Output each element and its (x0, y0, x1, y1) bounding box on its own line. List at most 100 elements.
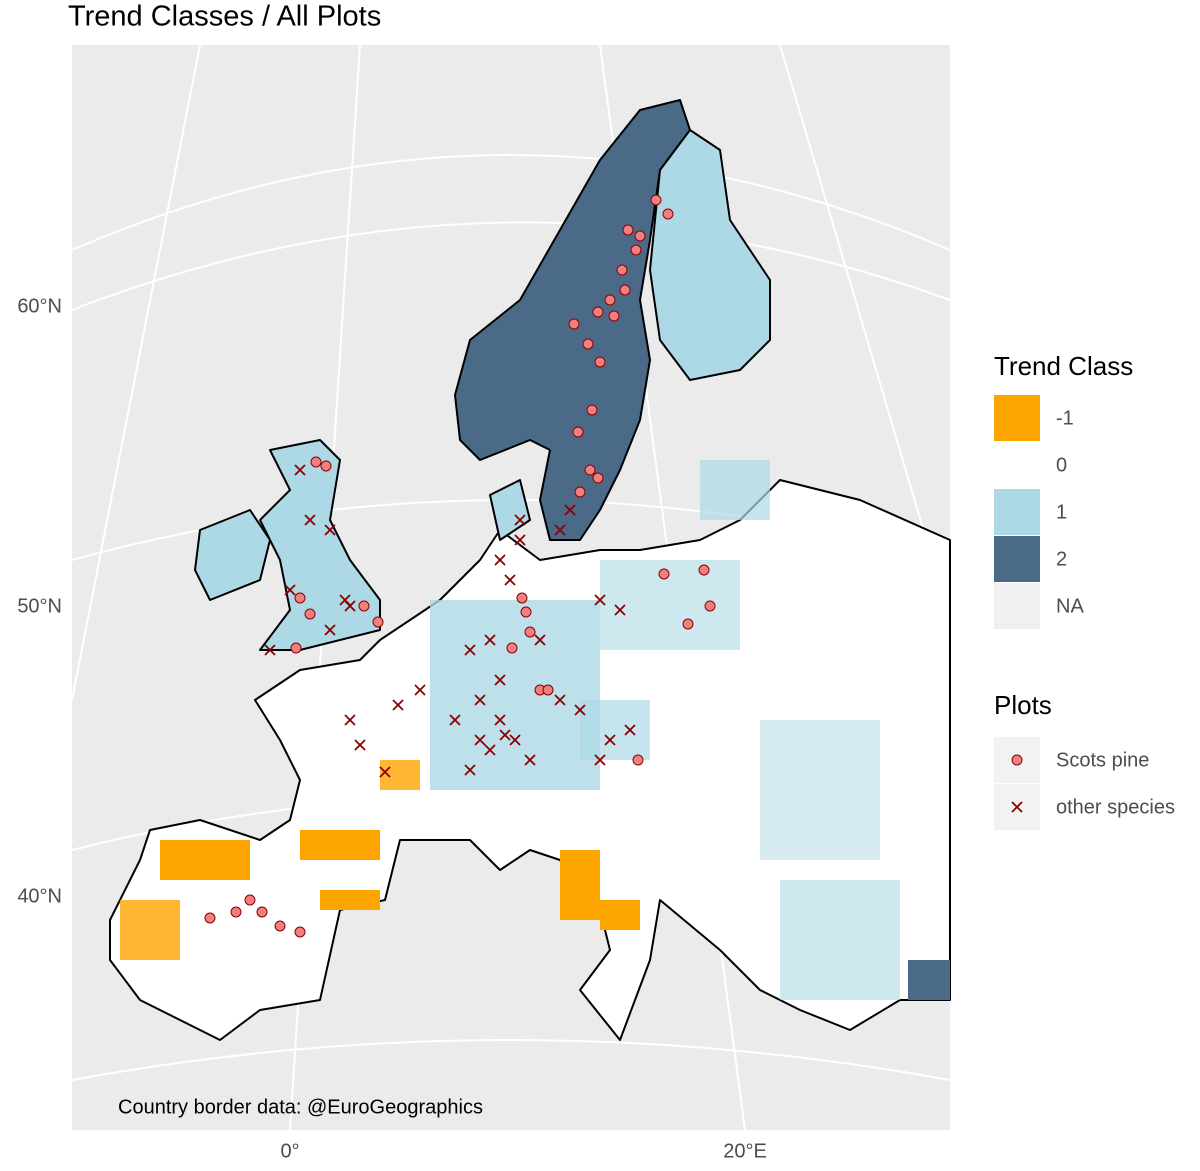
trend-patch (120, 900, 180, 960)
legend-key (994, 442, 1040, 488)
y-axis-label: 50°N (17, 595, 62, 617)
scots-pine-plot (524, 626, 536, 638)
legend-label: 0 (1056, 454, 1067, 476)
trend-patch (300, 830, 380, 860)
scots-pine-plot (310, 456, 322, 468)
x-axis-label: 0° (280, 1140, 299, 1162)
other-species-plot (464, 644, 476, 656)
scots-pine-plot (542, 684, 554, 696)
scots-pine-plot (582, 338, 594, 350)
trend-patch (760, 720, 880, 860)
other-species-plot (574, 704, 586, 716)
legend-label: NA (1056, 595, 1084, 617)
scots-pine-plot (574, 486, 586, 498)
other-species-plot (392, 699, 404, 711)
other-species-plot (494, 554, 506, 566)
other-species-plot (294, 464, 306, 476)
other-species-plot (604, 734, 616, 746)
scots-pine-plot (592, 472, 604, 484)
other-species-plot (474, 694, 486, 706)
trend-patch (700, 460, 770, 520)
other-species-plot (509, 734, 521, 746)
scots-pine-plot (622, 224, 634, 236)
legend-key (994, 489, 1040, 535)
legend-key (994, 583, 1040, 629)
other-species-plot (534, 634, 546, 646)
legend-key (994, 395, 1040, 441)
scots-pine-plot (630, 244, 642, 256)
other-species-plot (494, 674, 506, 686)
legend-label: other species (1056, 796, 1175, 818)
scots-pine-plot (608, 310, 620, 322)
other-species-plot (284, 584, 296, 596)
plots (204, 194, 716, 938)
scots-pine-plot (584, 464, 596, 476)
other-species-plot (324, 524, 336, 536)
scots-pine-plot (204, 912, 216, 924)
other-species-plot (554, 524, 566, 536)
legend-label: -1 (1056, 407, 1074, 429)
scots-pine-plot (632, 754, 644, 766)
other-species-plot (514, 514, 526, 526)
other-species-plot (499, 729, 511, 741)
trend-patch (320, 890, 380, 910)
trend-patch (560, 850, 600, 920)
legend-key (994, 536, 1040, 582)
scots-pine-plot (682, 618, 694, 630)
other-species-plot (464, 764, 476, 776)
other-species-plot (504, 574, 516, 586)
other-species-plot (1011, 801, 1023, 813)
title: Trend Classes / All Plots (68, 1, 381, 33)
scots-pine-plot (568, 318, 580, 330)
scots-pine-plot (616, 264, 628, 276)
trend-patch (489, 479, 531, 541)
other-species-plot (414, 684, 426, 696)
other-species-plot (344, 714, 356, 726)
caption: Country border data: @EuroGeographics (118, 1096, 483, 1118)
scots-pine-plot (698, 564, 710, 576)
legend-title: Trend Class (994, 351, 1133, 381)
y-axis-label: 60°N (17, 295, 62, 317)
legend-title: Plots (994, 690, 1052, 720)
scots-pine-plot (304, 608, 316, 620)
trend-patch (649, 129, 771, 381)
other-species-plot (474, 734, 486, 746)
scots-pine-plot (634, 230, 646, 242)
scots-pine-plot (572, 426, 584, 438)
other-species-plot (594, 754, 606, 766)
scots-pine-plot (516, 592, 528, 604)
trend-patch (430, 600, 600, 790)
scots-pine-plot (230, 906, 242, 918)
scots-pine-plot (619, 284, 631, 296)
other-species-plot (564, 504, 576, 516)
other-species-plot (264, 644, 276, 656)
legend-label: Scots pine (1056, 749, 1149, 771)
other-species-plot (324, 624, 336, 636)
trend-patch (600, 900, 640, 930)
trend-patch (600, 560, 740, 650)
other-species-plot (484, 634, 496, 646)
other-species-plot (494, 714, 506, 726)
trend-patch (194, 509, 271, 601)
legend-label: 1 (1056, 501, 1067, 523)
scots-pine-plot (274, 920, 286, 932)
trend-patch (580, 700, 650, 760)
trend-patches (120, 460, 950, 1000)
trend-patch (780, 880, 900, 1000)
trend-patch (259, 439, 381, 651)
other-species-plot (594, 594, 606, 606)
other-species-plot (304, 514, 316, 526)
scots-pine-plot (372, 616, 384, 628)
other-species-plot (514, 534, 526, 546)
scots-pine-plot (244, 894, 256, 906)
scots-pine-plot (658, 568, 670, 580)
y-axis-label: 40°N (17, 885, 62, 907)
x-axis-label: 20°E (723, 1140, 767, 1162)
scots-pine-plot (662, 208, 674, 220)
scots-pine-plot (704, 600, 716, 612)
other-species-plot (449, 714, 461, 726)
scots-pine-plot (1011, 754, 1023, 766)
other-species-plot (484, 744, 496, 756)
other-species-plot (524, 754, 536, 766)
